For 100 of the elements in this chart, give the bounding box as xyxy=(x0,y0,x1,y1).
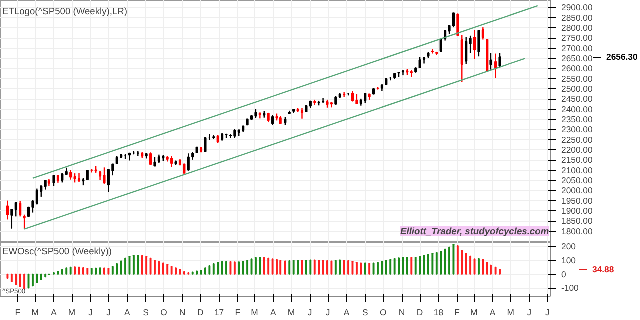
candlestick xyxy=(36,188,38,206)
text: 2656.30 xyxy=(606,52,638,62)
y-tick-label: 2050.00 xyxy=(562,175,593,186)
candlestick xyxy=(70,170,72,180)
candlestick xyxy=(32,200,34,214)
y-tick-label: 2150.00 xyxy=(562,155,593,166)
candlestick xyxy=(364,93,367,104)
x-tick-label: A xyxy=(270,308,277,318)
candlestick xyxy=(465,36,468,65)
x-tick-label: J xyxy=(545,308,550,318)
x-tick-label: M xyxy=(32,308,39,318)
y-tick-label: 100 xyxy=(562,256,576,266)
y-tick-label: 1850.00 xyxy=(562,216,593,226)
x-tick-label: N xyxy=(398,308,406,318)
candlestick xyxy=(19,200,22,218)
y-tick-label: 1950.00 xyxy=(562,196,593,206)
candlestick xyxy=(74,172,76,184)
x-tick-label: D xyxy=(198,308,204,318)
candlestick xyxy=(61,172,64,184)
x-tick-label: J xyxy=(326,308,330,318)
candlestick xyxy=(431,48,434,54)
candlestick xyxy=(456,13,460,37)
candlestick xyxy=(149,152,152,166)
candlestick xyxy=(351,90,354,102)
y-tick-label: 1800.00 xyxy=(562,226,593,236)
x-tick-label: A xyxy=(124,308,130,318)
x-tick-label: S xyxy=(143,308,150,318)
candlestick xyxy=(187,153,190,172)
x-tick-label: J xyxy=(106,308,111,318)
x-tick-label: M xyxy=(251,308,258,318)
chart-title: EWOsc(^SP500 (Weekly)) xyxy=(2,246,112,256)
y-tick-label: 2900.00 xyxy=(562,2,593,13)
candlestick xyxy=(478,30,480,58)
candlestick xyxy=(204,137,207,152)
candlestick xyxy=(356,93,358,105)
x-tick-label: N xyxy=(180,308,186,318)
y-tick-label: 2200.00 xyxy=(562,144,593,155)
x-tick-label: M xyxy=(288,308,296,318)
candlestick xyxy=(6,200,9,220)
candlestick xyxy=(452,12,456,28)
y-tick-label: 2100.00 xyxy=(562,165,593,176)
candlestick xyxy=(498,52,502,68)
x-tick-label: D xyxy=(416,308,424,318)
y-tick-label: 2700.00 xyxy=(562,43,593,54)
y-tick-label: 200 xyxy=(562,242,576,252)
candlestick xyxy=(343,92,346,98)
x-tick-label: O xyxy=(380,308,388,318)
y-tick-label: 2450.00 xyxy=(562,94,593,104)
text: 34.88 xyxy=(592,264,614,275)
y-tick-label: 2250.00 xyxy=(562,134,593,145)
annotation: Elliott_Trader, studyofcycles.com xyxy=(400,226,550,236)
y-tick-label: 2800.00 xyxy=(562,22,593,33)
x-tick-label: A xyxy=(490,308,496,318)
y-tick-label: 2550.00 xyxy=(562,74,593,84)
candlestick xyxy=(469,35,472,54)
y-tick-label: 2750.00 xyxy=(562,33,593,44)
x-tick-label: 18 xyxy=(434,308,444,318)
candlestick xyxy=(482,26,484,40)
candlestick xyxy=(23,214,26,230)
x-tick-label: F xyxy=(454,308,460,318)
x-tick-label: J xyxy=(308,308,312,318)
text: ETLogo(^SP500 (Weekly),LR) xyxy=(2,6,128,16)
candlestick xyxy=(494,53,498,79)
x-tick-label: A xyxy=(344,308,350,318)
x-tick-label: M xyxy=(507,308,514,318)
y-tick-label: 0 xyxy=(562,269,566,280)
candlestick xyxy=(170,156,174,168)
candlestick xyxy=(14,202,18,218)
candlestick xyxy=(490,52,492,70)
candlestick xyxy=(473,29,476,60)
candlestick xyxy=(300,107,304,120)
x-tick-label: O xyxy=(160,308,168,318)
y-tick-label: -100 xyxy=(562,283,580,294)
candlestick xyxy=(86,170,89,181)
y-tick-label: 2300.00 xyxy=(562,124,593,135)
y-tick-label: 1900.00 xyxy=(562,206,593,216)
y-tick-label: 2850.00 xyxy=(562,12,593,23)
y-tick-label: 2600.00 xyxy=(562,64,593,74)
x-tick-label: F xyxy=(235,308,241,318)
candlestick xyxy=(10,208,14,230)
x-tick-label: S xyxy=(362,308,368,318)
candlestick xyxy=(44,179,47,190)
x-tick-label: J xyxy=(527,308,532,318)
candlestick xyxy=(254,108,258,119)
x-tick-label: J xyxy=(88,308,93,318)
x-tick-label: M xyxy=(68,308,76,318)
y-tick-label: 2350.00 xyxy=(562,114,593,124)
y-tick-label: 2400.00 xyxy=(562,104,593,114)
x-tick-label: M xyxy=(470,308,478,318)
candlestick xyxy=(103,167,106,185)
candlestick xyxy=(440,39,442,52)
x-tick-label: A xyxy=(51,308,58,318)
y-tick-label: 2000.00 xyxy=(562,186,593,196)
candlestick xyxy=(418,56,422,70)
y-tick-label: 2650.00 xyxy=(562,53,593,64)
x-tick-label: 17 xyxy=(214,308,224,318)
candlestick xyxy=(52,174,56,187)
y-tick-label: 2500.00 xyxy=(562,84,593,94)
x-tick-label: F xyxy=(15,308,21,318)
candlestick xyxy=(272,114,274,126)
